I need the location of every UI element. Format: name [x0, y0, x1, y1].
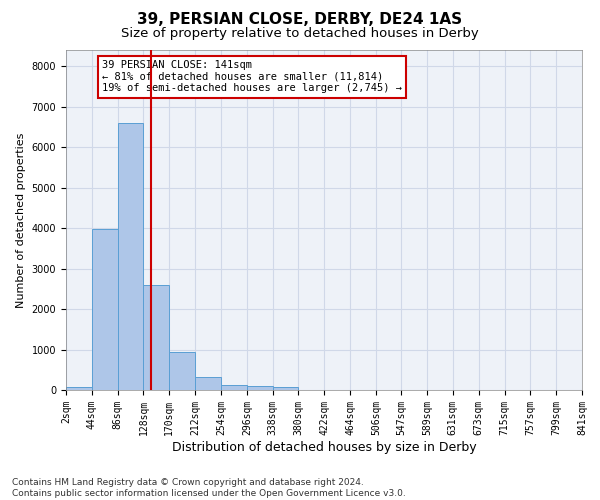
Bar: [221, 384, 247, 390]
Bar: [169, 352, 195, 390]
Bar: [118, 123, 143, 390]
Text: Contains HM Land Registry data © Crown copyright and database right 2024.
Contai: Contains HM Land Registry data © Crown c…: [12, 478, 406, 498]
Bar: [92, 229, 118, 390]
Text: Size of property relative to detached houses in Derby: Size of property relative to detached ho…: [121, 28, 479, 40]
Y-axis label: Number of detached properties: Number of detached properties: [16, 132, 26, 308]
Bar: [247, 386, 272, 390]
Bar: [143, 285, 169, 390]
Bar: [272, 387, 298, 390]
X-axis label: Distribution of detached houses by size in Derby: Distribution of detached houses by size …: [172, 440, 476, 454]
Bar: [195, 378, 221, 390]
Text: 39, PERSIAN CLOSE, DERBY, DE24 1AS: 39, PERSIAN CLOSE, DERBY, DE24 1AS: [137, 12, 463, 28]
Bar: [66, 387, 92, 390]
Text: 39 PERSIAN CLOSE: 141sqm
← 81% of detached houses are smaller (11,814)
19% of se: 39 PERSIAN CLOSE: 141sqm ← 81% of detach…: [102, 60, 402, 94]
